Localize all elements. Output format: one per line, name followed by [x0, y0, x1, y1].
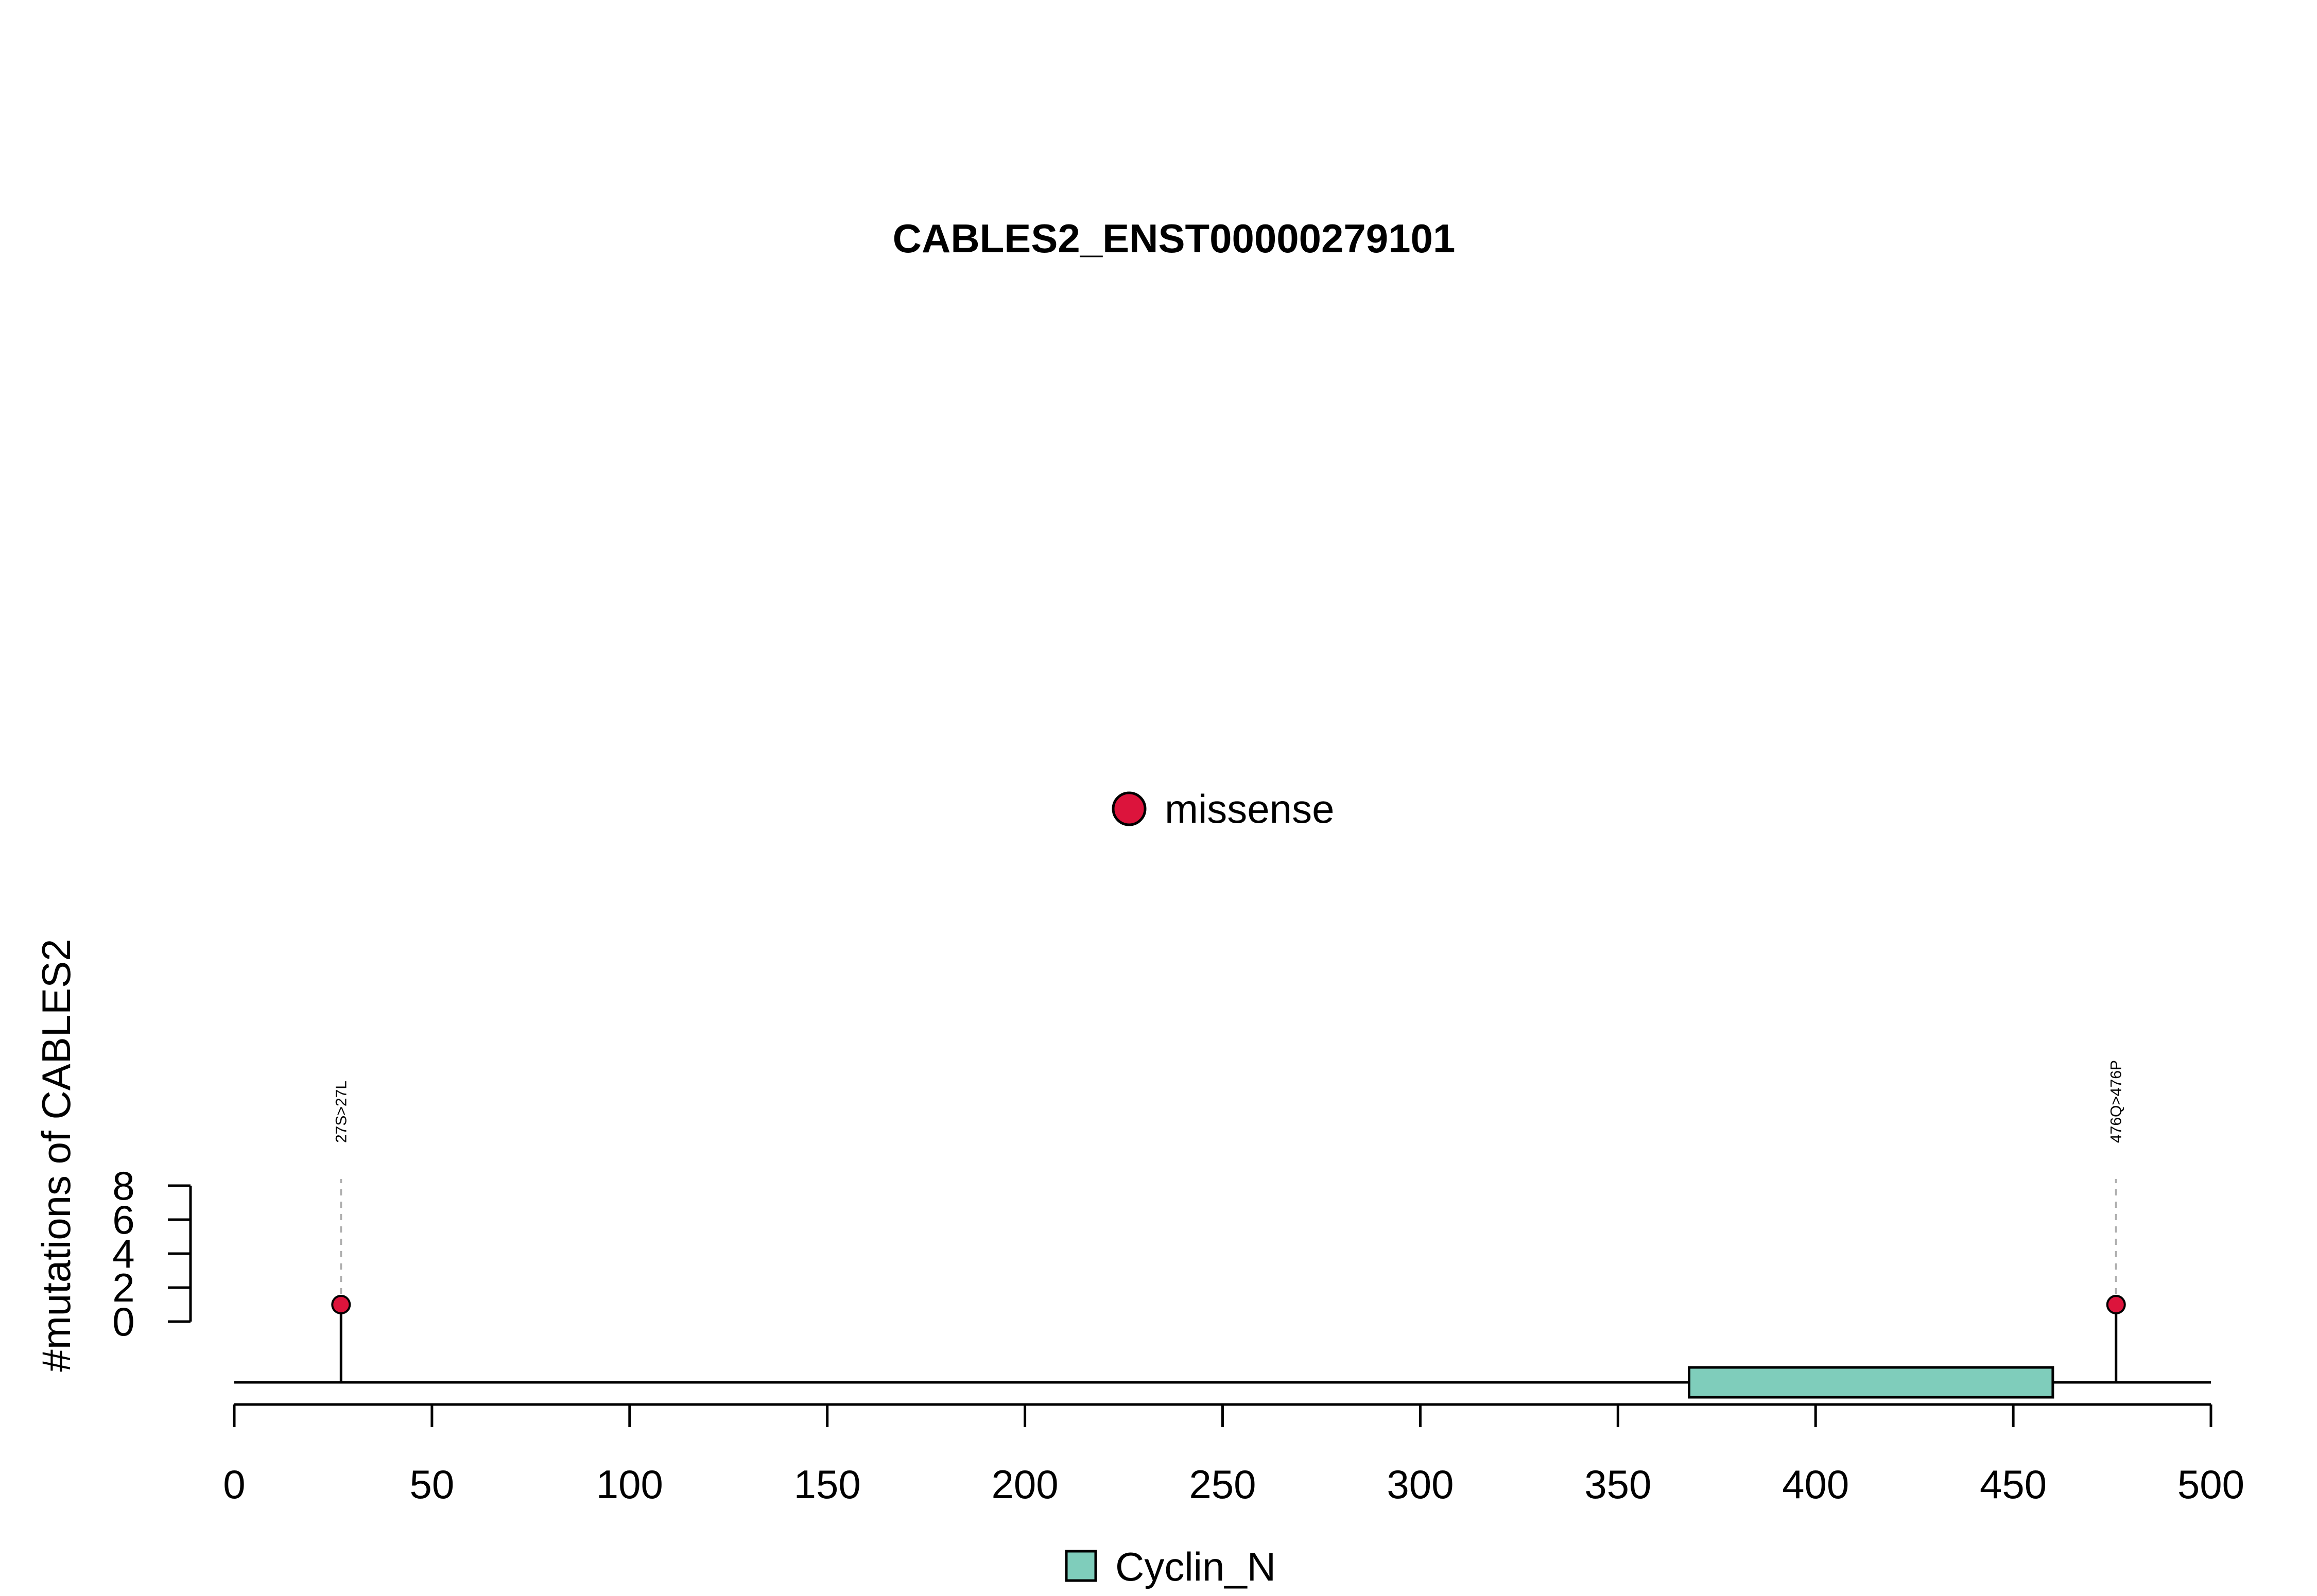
mutation-476: 476Q>476P	[2106, 1060, 2126, 1382]
y-tick-label: 4	[112, 1231, 134, 1276]
domain-cyclin-n	[1688, 1366, 2054, 1399]
lollipop-head	[331, 1295, 351, 1314]
x-tick-label: 350	[1584, 1462, 1651, 1507]
y-axis-label: #mutations of CABLES2	[33, 939, 79, 1372]
x-tick-label: 450	[1980, 1462, 2047, 1507]
chart-title: CABLES2_ENST00000279101	[893, 216, 1456, 261]
x-tick-label: 0	[223, 1462, 245, 1507]
x-tick-label: 50	[410, 1462, 455, 1507]
x-axis: 0 50 100 150 200 250 300 350 400 450 500	[223, 1403, 2244, 1507]
legend-missense-label: missense	[1165, 786, 1334, 831]
bottom-legend: Cyclin_N	[1065, 1544, 1276, 1589]
x-tick-label: 200	[992, 1462, 1059, 1507]
x-tick-label: 400	[1782, 1462, 1849, 1507]
top-legend: missense	[1112, 786, 1334, 831]
mutation-27: 27S>27L	[331, 1081, 351, 1382]
mutation-lollipops: 27S>27L 476Q>476P	[331, 1060, 2126, 1382]
legend-cyclin-n-swatch	[1065, 1550, 1097, 1582]
x-tick-label: 100	[596, 1462, 663, 1507]
legend-cyclin-n-label: Cyclin_N	[1115, 1544, 1276, 1589]
mutation-label: 27S>27L	[333, 1081, 350, 1143]
y-tick-label: 2	[112, 1265, 134, 1310]
x-tick-label: 500	[2177, 1462, 2244, 1507]
x-tick-label: 150	[794, 1462, 861, 1507]
y-tick-label: 8	[112, 1163, 134, 1208]
domains	[1688, 1366, 2054, 1399]
x-tick-label: 250	[1189, 1462, 1256, 1507]
legend-missense-marker	[1112, 791, 1147, 826]
lollipop-head	[2106, 1295, 2126, 1314]
x-tick-label: 300	[1387, 1462, 1454, 1507]
mutation-label: 476Q>476P	[2108, 1060, 2125, 1143]
y-tick-label: 0	[112, 1299, 134, 1344]
y-tick-label: 6	[112, 1197, 134, 1242]
